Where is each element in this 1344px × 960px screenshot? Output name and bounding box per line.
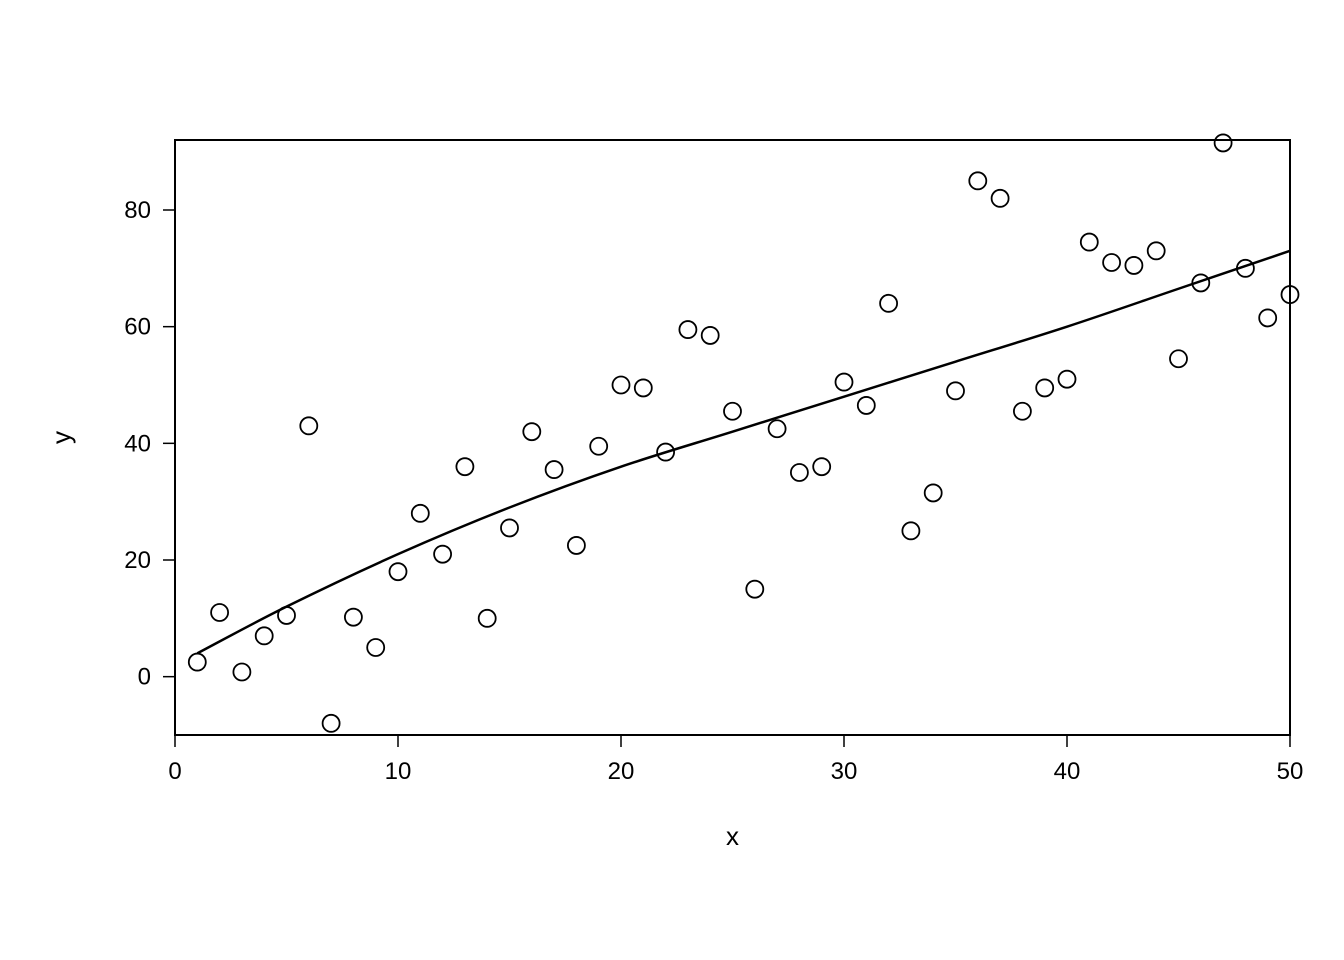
data-point: [992, 190, 1009, 207]
plot-border: [175, 140, 1290, 735]
data-point: [880, 295, 897, 312]
data-point: [546, 461, 563, 478]
x-tick-label: 50: [1277, 758, 1304, 785]
data-point: [791, 464, 808, 481]
data-point: [1259, 309, 1276, 326]
data-point: [746, 581, 763, 598]
scatter-points: [189, 134, 1299, 731]
data-point: [947, 382, 964, 399]
data-point: [1125, 257, 1142, 274]
data-point: [233, 664, 250, 681]
data-point: [813, 458, 830, 475]
y-tick-label: 80: [124, 197, 151, 224]
data-point: [189, 654, 206, 671]
data-point: [256, 627, 273, 644]
x-tick-label: 30: [831, 758, 858, 785]
data-point: [523, 423, 540, 440]
data-point: [679, 321, 696, 338]
data-point: [211, 604, 228, 621]
data-point: [858, 397, 875, 414]
y-tick-label: 60: [124, 314, 151, 341]
data-point: [613, 377, 630, 394]
data-point: [501, 519, 518, 536]
data-point: [590, 438, 607, 455]
x-tick-label: 0: [168, 758, 181, 785]
y-axis: 0 20 40 60 80: [124, 197, 175, 691]
x-axis-label: x: [726, 821, 739, 851]
x-tick-label: 10: [385, 758, 412, 785]
data-point: [278, 607, 295, 624]
data-point: [925, 484, 942, 501]
data-point: [1059, 371, 1076, 388]
data-point: [1036, 379, 1053, 396]
y-tick-label: 40: [124, 430, 151, 457]
trend-line: [197, 251, 1290, 654]
data-point: [456, 458, 473, 475]
data-point: [412, 505, 429, 522]
data-point: [300, 417, 317, 434]
data-point: [1215, 134, 1232, 151]
data-point: [1103, 254, 1120, 271]
x-tick-label: 20: [608, 758, 635, 785]
data-point: [568, 537, 585, 554]
data-point: [479, 610, 496, 627]
x-axis: 0 10 20 30 40 50: [168, 735, 1303, 785]
data-point: [902, 522, 919, 539]
data-point: [1170, 350, 1187, 367]
data-point: [1081, 234, 1098, 251]
data-point: [635, 379, 652, 396]
y-tick-label: 20: [124, 547, 151, 574]
scatter-plot: 0 10 20 30 40 50 0 20 40 60 80 x y: [0, 0, 1344, 960]
data-point: [323, 715, 340, 732]
data-point: [1014, 403, 1031, 420]
y-axis-label: y: [46, 431, 76, 444]
data-point: [836, 374, 853, 391]
data-point: [367, 639, 384, 656]
data-point: [390, 563, 407, 580]
data-point: [969, 172, 986, 189]
data-point: [724, 403, 741, 420]
data-point: [345, 609, 362, 626]
data-point: [702, 327, 719, 344]
y-tick-label: 0: [138, 664, 151, 691]
data-point: [434, 546, 451, 563]
data-point: [769, 420, 786, 437]
x-tick-label: 40: [1054, 758, 1081, 785]
data-point: [1148, 242, 1165, 259]
